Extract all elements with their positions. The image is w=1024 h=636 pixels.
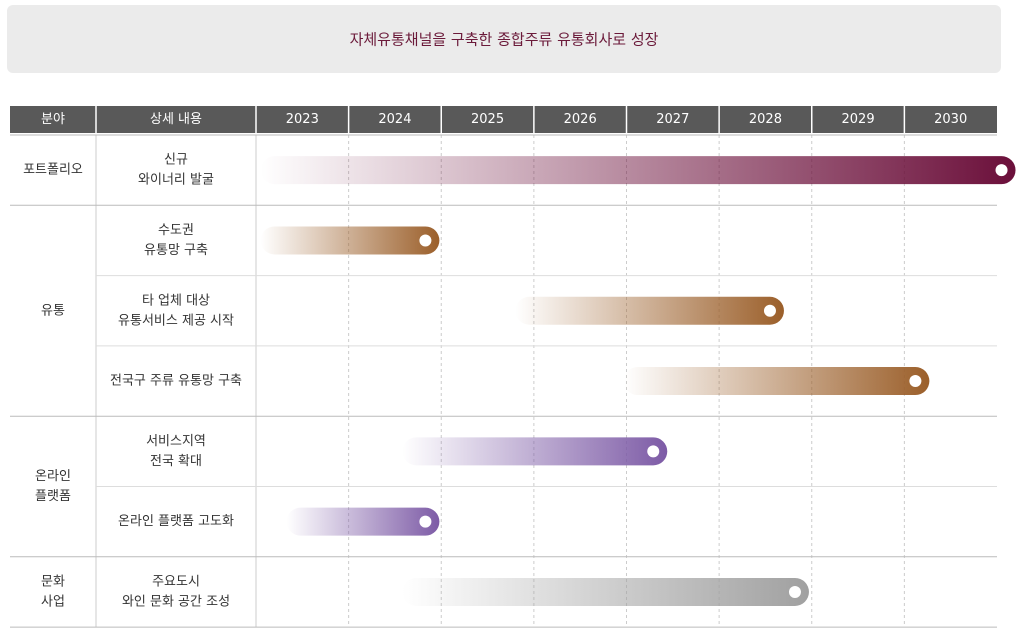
year-header: 2023 (286, 112, 319, 127)
timeline-bar (260, 156, 1016, 185)
bar-end-dot (419, 515, 432, 528)
year-header: 2029 (842, 112, 875, 127)
cell-text: 타 업체 대상 (142, 293, 210, 308)
cell-text: 유통 (41, 303, 65, 318)
cell-text: 서비스지역 (146, 434, 206, 449)
bar-end-dot (763, 304, 776, 317)
year-header: 2024 (378, 112, 411, 127)
cell-text: 사업 (41, 594, 65, 609)
cell-text: 주요도시 (152, 574, 200, 589)
cell-text: 와이너리 발굴 (138, 173, 214, 188)
header-bg (10, 106, 997, 133)
year-header: 2030 (934, 112, 967, 127)
bar-end-dot (647, 445, 660, 458)
timeline-bar (515, 296, 784, 325)
year-header: 2025 (471, 112, 504, 127)
title-box (7, 5, 1001, 73)
cell-text: 포트폴리오 (23, 163, 83, 178)
timeline-bar (623, 367, 930, 396)
cell-text: 전국구 주류 유통망 구축 (110, 374, 242, 389)
timeline-bar (260, 226, 440, 255)
timeline-bar (402, 577, 809, 606)
timeline-bar (402, 437, 668, 466)
cell-text: 수도권 (158, 223, 194, 238)
column-header: 분야 (41, 112, 65, 127)
bar-end-dot (419, 234, 432, 247)
cell-text: 유통서비스 제공 시작 (118, 313, 234, 328)
year-header: 2027 (656, 112, 689, 127)
cell-text: 온라인 플랫폼 고도화 (118, 514, 234, 529)
title: 자체유통채널을 구축한 종합주류 유통회사로 성장 (350, 31, 659, 49)
timeline-bar (286, 507, 440, 536)
cell-text: 와인 문화 공간 조성 (122, 594, 230, 609)
bar-end-dot (995, 164, 1008, 177)
bar-end-dot (788, 585, 801, 598)
cell-text: 문화 (41, 574, 65, 589)
cell-text: 온라인 (35, 469, 71, 484)
year-header: 2028 (749, 112, 782, 127)
cell-text: 전국 확대 (150, 454, 202, 469)
cell-text: 유통망 구축 (144, 243, 208, 258)
column-header: 상세 내용 (150, 112, 202, 127)
year-header: 2026 (564, 112, 597, 127)
bar-end-dot (909, 375, 922, 388)
cell-text: 신규 (164, 153, 188, 168)
cell-text: 플랫폼 (35, 489, 71, 504)
